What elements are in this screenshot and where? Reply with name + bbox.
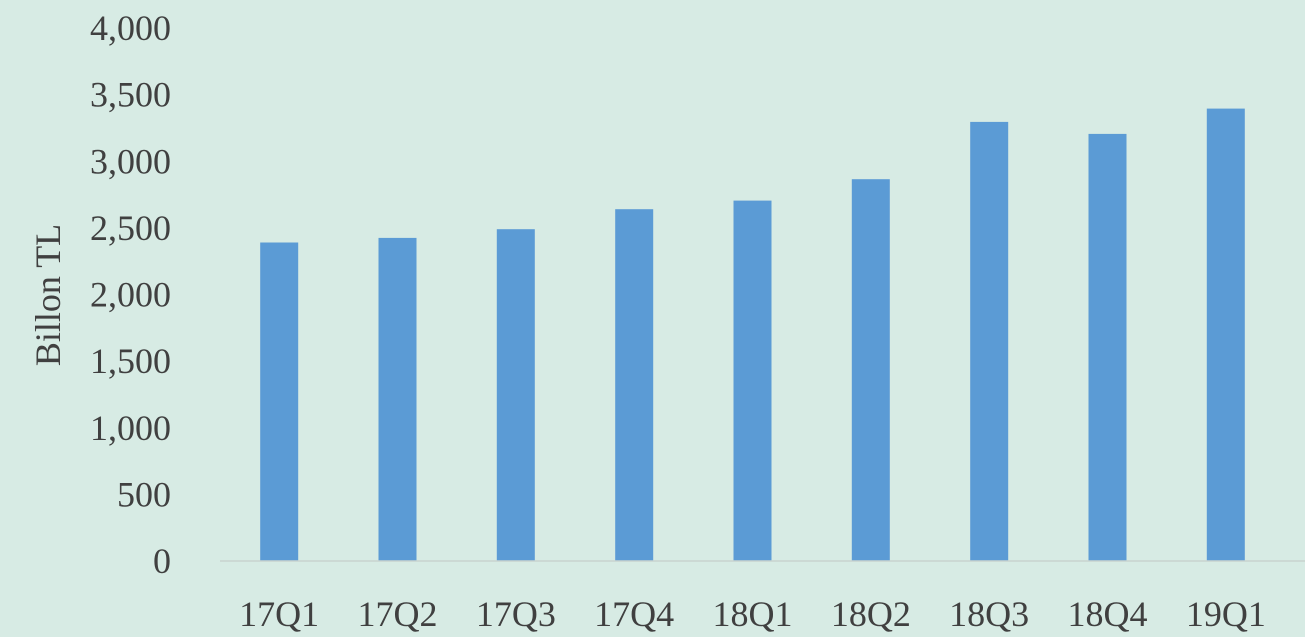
y-axis-tick-labels: 0 500 1,000 1,500 2,000 2,500 3,000 3,500 4,000 — [90, 8, 171, 581]
x-tick-label: 17Q4 — [594, 594, 674, 634]
x-tick-label: 18Q3 — [949, 594, 1029, 634]
y-tick-label: 3,000 — [90, 141, 171, 181]
bar-series — [260, 108, 1245, 562]
bar-18Q3 — [970, 121, 1009, 562]
bar-17Q4 — [615, 209, 654, 561]
bar-17Q3 — [496, 229, 535, 561]
y-axis-title: Billon TL — [28, 224, 68, 366]
x-tick-label: 18Q4 — [1068, 594, 1148, 634]
x-axis-tick-labels: 17Q1 17Q2 17Q3 17Q4 18Q1 18Q2 18Q3 18Q4 19Q1 — [239, 594, 1266, 634]
bar-19Q1 — [1206, 108, 1245, 561]
bar-18Q4 — [1088, 133, 1127, 561]
y-tick-label: 3,500 — [90, 75, 171, 115]
x-tick-label: 18Q2 — [831, 594, 911, 634]
y-tick-label: 2,000 — [90, 275, 171, 315]
y-tick-label: 1,500 — [90, 341, 171, 381]
x-tick-label: 17Q3 — [476, 594, 556, 634]
bar-17Q1 — [260, 242, 299, 561]
bar-17Q2 — [378, 237, 417, 561]
y-tick-label: 500 — [117, 474, 171, 514]
x-tick-label: 17Q1 — [239, 594, 319, 634]
y-tick-label: 4,000 — [90, 8, 171, 48]
x-tick-label: 17Q2 — [358, 594, 438, 634]
bar-18Q1 — [733, 200, 772, 561]
y-tick-label: 2,500 — [90, 208, 171, 248]
y-tick-label: 0 — [153, 541, 171, 581]
x-tick-label: 18Q1 — [713, 594, 793, 634]
x-tick-label: 19Q1 — [1186, 594, 1266, 634]
y-tick-label: 1,000 — [90, 408, 171, 448]
bar-18Q2 — [851, 179, 890, 561]
